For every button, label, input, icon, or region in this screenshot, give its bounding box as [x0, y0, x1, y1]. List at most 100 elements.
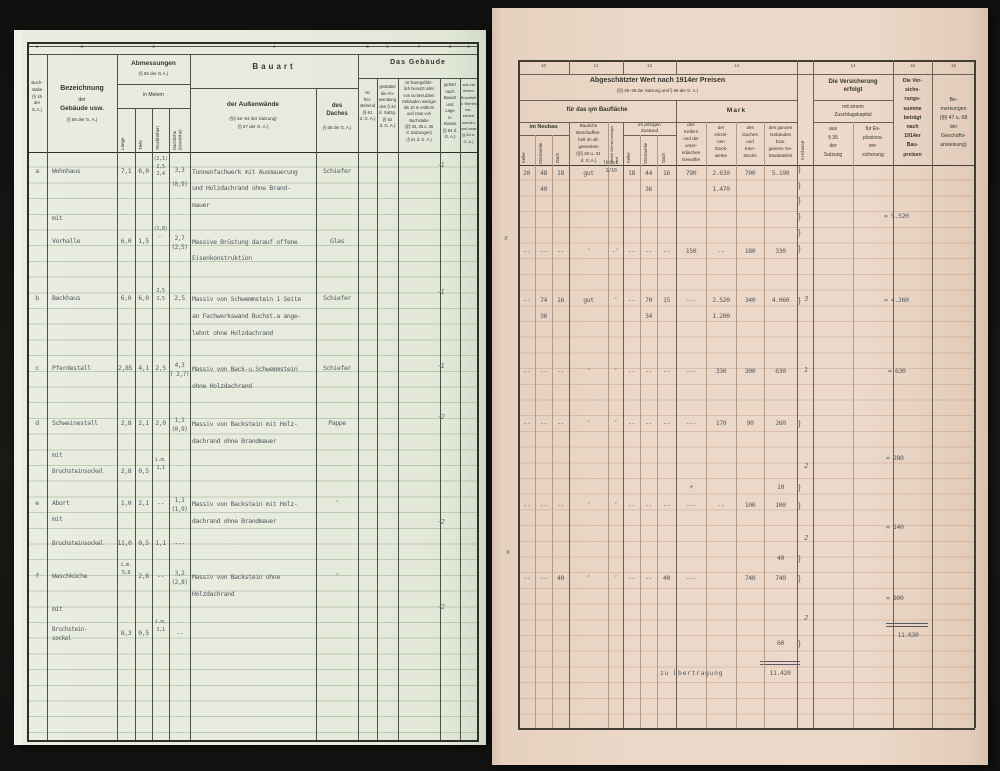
grid-line	[152, 108, 153, 740]
grid-line	[932, 60, 933, 728]
text-right-rows-a1-nk: 20	[522, 169, 531, 177]
text-right-rows-b1-jk: --	[627, 296, 636, 304]
text-right-rows-b1-mk: ---	[685, 296, 697, 304]
grid-line	[190, 54, 191, 740]
text-left-nums-7: 8	[448, 44, 452, 49]
text-right-rows-b1-js: 70	[644, 296, 653, 304]
grid-line	[518, 122, 797, 123]
text-left-rows-a-w2: Massive Brüstung darauf offene Eisenkons…	[192, 238, 298, 263]
text-right-rows-f1-zt: ″	[613, 574, 618, 582]
text-right-rows-f1-mk: ---	[685, 574, 697, 582]
text-right-rows-c1-mk: ---	[685, 367, 697, 375]
text-left-rows-a-d2s: (1,8) --	[153, 226, 168, 240]
text-left-rows-c-kl: -1	[438, 362, 445, 370]
row-e-klasse: 2	[804, 534, 809, 542]
text-right-rows-a1-ns: 48	[539, 169, 548, 177]
text-right-rows-c1-ms: 330	[715, 367, 727, 375]
text-right-nums-6: 16	[950, 63, 956, 68]
hdr-laenge: Länge	[120, 137, 125, 150]
text-left-rows-e-d1l: 1,0	[120, 499, 132, 507]
text-right-nums-1: 11	[593, 63, 599, 68]
grid-line	[764, 122, 765, 728]
text-left-rows-c-r1: Schiefer	[322, 364, 352, 372]
text-right-rows-x1: x	[504, 234, 509, 242]
hdr-qm-bauflaeche: für das qm Baufläche	[566, 107, 628, 113]
text-right-rows-e1-jd: --	[662, 501, 671, 509]
grid-line	[27, 152, 478, 153]
text-right-rows-b1-ms: 2.520	[712, 296, 730, 304]
text-right-h-aus: aus § 35 der Satzung	[823, 126, 843, 158]
text-left-h-c4aref: (§§ 52–54 der Satzung) (§ 57 der G. A.)	[229, 116, 277, 129]
text-right-rows-a3-nk: --	[522, 247, 531, 255]
text-right-rows-b1-md: 340	[744, 296, 756, 304]
text-left-h-c8: gehört nach Bauart und Lage in Klasse (§…	[442, 82, 458, 139]
text-left-rows-a-d1l: 7,1	[120, 167, 132, 175]
text-right-rows-f2-mg: 60	[776, 639, 785, 647]
text-left-rows-a-d1t: 6,0	[138, 167, 149, 175]
grid-line	[27, 42, 29, 742]
text-right-h-mk: des Kellers und der unter- irdischen Gew…	[681, 122, 701, 162]
text-right-rows-d1-zt: ″	[613, 419, 618, 427]
text-right-rows-a3-ms: --	[717, 247, 725, 255]
row-a-brace: } } } } } }	[798, 165, 801, 253]
text-right-rows-a1-jk: 18	[627, 169, 636, 177]
text-right-h-expl: für Ex- plosions- ver- sicherung	[862, 126, 884, 158]
text-left-nums-2: 3	[152, 44, 155, 49]
text-left-nums-4: 5	[366, 44, 369, 49]
grid-line	[893, 60, 894, 728]
hdr-beschaffenheit: Bauliche Beschaffen- heit im all- gemein…	[576, 123, 601, 163]
text-left-h-c5: ist frei- stehend (§ 61 d. G. A.)	[359, 90, 376, 121]
text-right-rows-a3-besch: ″	[586, 247, 591, 255]
text-left-rows-f-d1t: 2,8	[138, 572, 149, 580]
text-right-rows-a2-ns: 40	[539, 185, 548, 193]
text-right-rows-f1-js: --	[644, 574, 653, 582]
text-left-h-c2b: der	[78, 97, 86, 103]
hdr-mark: Mark	[726, 107, 747, 114]
text-right-rows-a3-jd: --	[662, 247, 671, 255]
text-left-h-c2c: Gebäude usw.	[60, 105, 104, 112]
grid-line	[974, 60, 976, 728]
text-left-rows-f-d1l: i.m. 5,8	[120, 562, 132, 576]
grid-line	[657, 135, 658, 728]
text-left-h-c3b: (§ 56 der G.A.)	[138, 71, 169, 76]
grid-line	[27, 152, 478, 740]
grid-line	[190, 88, 358, 89]
hdr-wert-1914: Abgeschätzter Wert nach 1914er Preisen	[589, 77, 726, 84]
text-right-nums-0: 10	[540, 63, 546, 68]
grid-line	[117, 84, 190, 85]
text-left-rows-a-d1s: (2,1) 2,5 2,4	[153, 156, 168, 177]
hdr-bemerkungen: Be- merkungen (§§ 47 u. 68 der Geschäfts…	[939, 97, 968, 148]
text-right-rows-a3-nd: --	[556, 247, 565, 255]
text-right-rows-e1-jk: --	[627, 501, 636, 509]
text-right-h-ms: der einzel- nen Stock- werke	[714, 125, 728, 158]
text-right-rows-b1-ns: 74	[539, 296, 548, 304]
row-c-klasse: 1	[804, 366, 809, 374]
total-rule-col15	[886, 623, 928, 627]
row-a-total: 5.190	[771, 169, 790, 177]
text-left-rows-d-d1s: 2,0	[155, 419, 166, 427]
text-right-rows-f1-md: 740	[744, 574, 756, 582]
row-d-versicherungssumme: = 280	[886, 454, 904, 462]
text-right-rows-e1-ms: --	[717, 501, 725, 509]
text-right-rows-c1-besch: ″	[586, 367, 591, 375]
text-left-rows-e-sub: Bruchsteinsockel	[52, 540, 104, 547]
text-right-rows-b1-zt: ″	[613, 296, 618, 304]
text-left-rows-e-d2l: 11,0	[117, 539, 132, 547]
text-left-rows-b-d1t: 6,0	[138, 294, 149, 302]
text-right-rows-b1-brace: }	[798, 296, 801, 305]
text-left-rows-e-d1d: 1,1 (1,9)	[171, 497, 188, 513]
text-right-rows-a3-zt: -″	[611, 247, 620, 255]
text-left-nums-0: 1	[35, 44, 39, 49]
text-right-rows-d1-nd: --	[556, 419, 565, 427]
text-right-rows-f1-nd: 40	[556, 574, 565, 582]
text-left-rows-a-sub: Vorhalle	[52, 237, 81, 245]
grid-line	[135, 108, 136, 740]
text-right-rows-b2-js: 34	[644, 312, 653, 320]
text-right-rows-c1-md: 300	[744, 367, 756, 375]
hdr-jetziger-zustand: im jetzigen Zustand	[638, 123, 661, 134]
text-left-rows-e-d1s: --	[156, 499, 165, 507]
row-c-versicherungssumme: = 630	[888, 367, 906, 375]
text-right-nums-2: 12	[646, 63, 652, 68]
text-right-rows-d2-mk: +	[689, 483, 693, 491]
grid-line	[676, 60, 677, 74]
